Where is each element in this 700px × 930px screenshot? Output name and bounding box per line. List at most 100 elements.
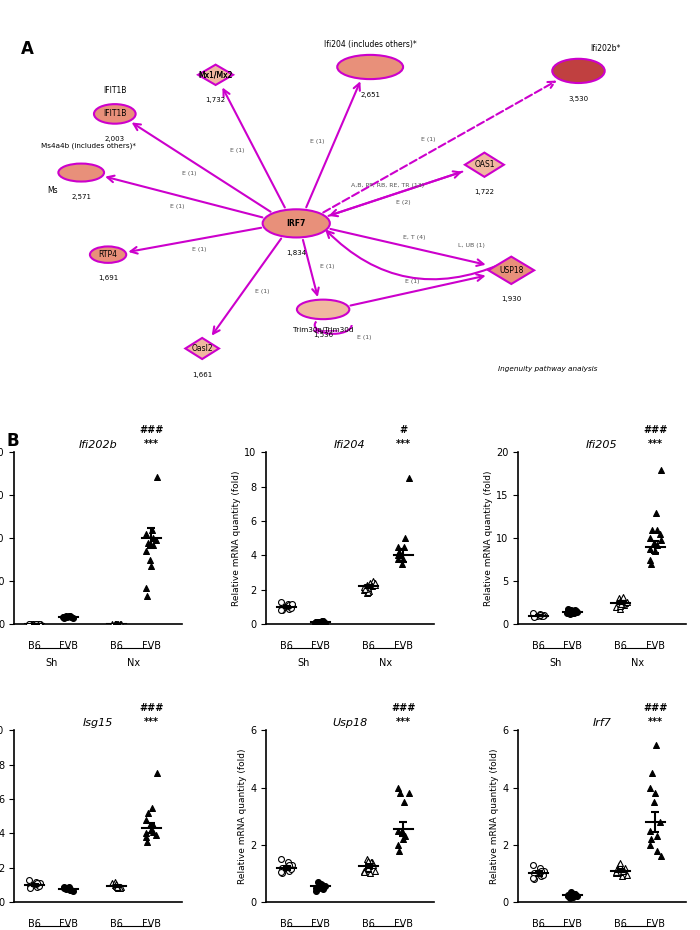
Point xyxy=(358,865,370,880)
Point xyxy=(621,594,632,609)
Text: FVB: FVB xyxy=(393,919,412,929)
Point xyxy=(34,617,46,631)
Point xyxy=(65,609,76,624)
Point xyxy=(563,604,574,618)
Point xyxy=(140,812,151,827)
Text: 2,651: 2,651 xyxy=(360,92,380,98)
Point xyxy=(140,580,151,595)
Text: 2,571: 2,571 xyxy=(71,194,91,200)
Point xyxy=(614,601,625,616)
Point xyxy=(279,860,290,875)
Point xyxy=(404,786,415,801)
Text: FVB: FVB xyxy=(312,919,330,929)
Point xyxy=(363,853,374,868)
Point xyxy=(146,801,158,816)
Point xyxy=(569,602,580,617)
Point xyxy=(317,614,328,629)
Point xyxy=(284,598,295,613)
Point xyxy=(536,869,547,883)
Text: E (1): E (1) xyxy=(192,246,206,252)
Point xyxy=(561,606,573,621)
Point xyxy=(358,863,370,878)
Text: ***: *** xyxy=(395,439,411,449)
Point xyxy=(106,617,118,631)
Point xyxy=(651,844,662,858)
Point xyxy=(276,866,288,881)
Point xyxy=(287,597,298,612)
Point xyxy=(615,856,626,870)
Point xyxy=(24,872,35,887)
Point xyxy=(311,884,322,898)
Point xyxy=(32,879,43,894)
Point xyxy=(369,576,380,591)
Y-axis label: Relative mRNA quantity (fold): Relative mRNA quantity (fold) xyxy=(490,749,499,884)
Point xyxy=(61,880,72,895)
Point xyxy=(649,794,660,809)
Point xyxy=(64,609,76,624)
Point xyxy=(284,601,295,616)
Text: E, T (4): E, T (4) xyxy=(402,235,425,240)
Point xyxy=(538,607,550,622)
Point xyxy=(366,855,377,870)
Point xyxy=(316,615,327,630)
Point xyxy=(656,849,667,864)
Point xyxy=(147,817,158,832)
Point xyxy=(650,505,662,520)
Text: Sh: Sh xyxy=(550,658,562,669)
Text: B6: B6 xyxy=(615,642,627,651)
Point xyxy=(143,535,154,550)
Point xyxy=(361,860,372,875)
Text: L, UB (1): L, UB (1) xyxy=(458,243,484,247)
Text: IRF7: IRF7 xyxy=(286,219,306,228)
Point xyxy=(363,580,374,595)
Polygon shape xyxy=(465,153,504,177)
Text: FVB: FVB xyxy=(60,919,78,929)
Text: E (1): E (1) xyxy=(421,137,436,141)
Point xyxy=(398,539,409,554)
Point xyxy=(27,617,38,631)
Point xyxy=(25,617,36,631)
Point xyxy=(114,881,125,896)
Text: FVB: FVB xyxy=(645,642,664,651)
Point xyxy=(620,860,631,875)
Point xyxy=(610,866,622,881)
Point xyxy=(147,531,158,546)
Point xyxy=(286,601,297,616)
Point xyxy=(613,866,624,881)
Point xyxy=(528,866,540,881)
Title: Irf7: Irf7 xyxy=(593,718,611,728)
Point xyxy=(276,603,288,618)
Point xyxy=(656,666,667,681)
Point xyxy=(565,884,576,899)
Text: Ifi202b*: Ifi202b* xyxy=(590,44,620,52)
Point xyxy=(618,590,629,604)
Point xyxy=(109,617,120,631)
Point xyxy=(613,591,624,605)
Point xyxy=(397,556,408,571)
Point xyxy=(316,878,328,893)
Ellipse shape xyxy=(297,299,349,319)
Point xyxy=(654,815,665,830)
Point xyxy=(563,889,574,904)
Text: 1,732: 1,732 xyxy=(206,98,225,103)
Text: Ingenuity pathway analysis: Ingenuity pathway analysis xyxy=(498,365,597,372)
Point xyxy=(316,876,327,891)
Point xyxy=(617,597,628,612)
Point xyxy=(613,592,624,607)
Point xyxy=(363,860,374,875)
Text: FVB: FVB xyxy=(564,919,582,929)
Point xyxy=(368,857,379,872)
Polygon shape xyxy=(186,338,219,359)
Text: Sh: Sh xyxy=(298,658,310,669)
Point xyxy=(362,856,373,870)
Point xyxy=(651,538,662,552)
Text: B6: B6 xyxy=(28,642,41,651)
Text: #: # xyxy=(399,425,407,435)
Title: Ifi205: Ifi205 xyxy=(586,440,618,450)
Ellipse shape xyxy=(94,104,136,124)
Title: Usp18: Usp18 xyxy=(332,718,368,728)
Text: Sh: Sh xyxy=(46,658,58,669)
Point xyxy=(528,610,540,625)
Text: B: B xyxy=(7,432,20,450)
Text: IFIT1B: IFIT1B xyxy=(103,86,127,95)
